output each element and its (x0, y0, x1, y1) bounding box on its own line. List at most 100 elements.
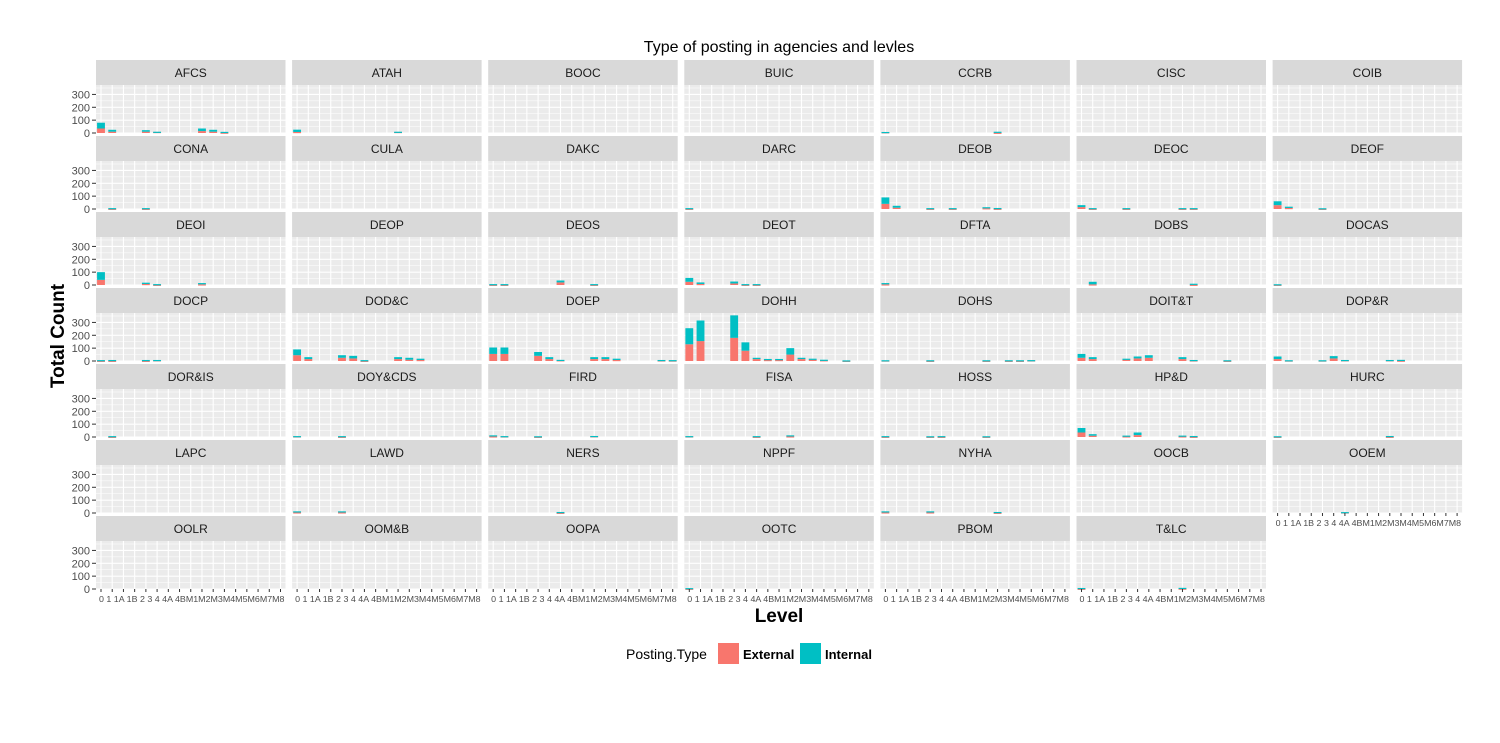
facet-label: DEOI (176, 218, 205, 232)
facet-strip (292, 288, 482, 313)
facet-label: DOCP (173, 294, 208, 308)
facet-strip (96, 516, 286, 541)
bar-external (892, 207, 901, 209)
bar-internal (198, 128, 206, 132)
facet-label: DFTA (960, 218, 990, 232)
facet-panel: DARC (684, 136, 874, 210)
bar-external (1144, 357, 1153, 361)
bar-internal (752, 357, 761, 360)
bar-external (685, 208, 694, 210)
facet-panel: DOBS (1076, 212, 1266, 286)
bar-internal (1088, 281, 1097, 285)
bar-external (97, 360, 105, 362)
bar-external (394, 359, 402, 361)
facet-panel: OOEM 0 1 1A 1B 2 3 4 4A 4BM1M2M3M4M5M6M7M… (1272, 440, 1463, 528)
bar-external (752, 436, 761, 438)
bar-external (1088, 435, 1097, 437)
bar-external (1077, 207, 1086, 209)
facet-label: DARC (762, 142, 796, 156)
bar-internal (534, 352, 543, 356)
x-axis-title: Level (755, 606, 804, 627)
bar-internal (1178, 587, 1187, 590)
bar-external (685, 281, 694, 285)
legend-label: Internal (825, 647, 872, 662)
bar-external (556, 282, 565, 285)
bar-internal (338, 436, 346, 438)
facet-panel: T&LC 0 1 1A 1B 2 3 4 4A 4BM1M2M3M4M5M6M7M… (1076, 516, 1266, 604)
y-tick-label: 200 (72, 406, 90, 418)
facet-label: PBOM (957, 522, 992, 536)
legend-title: Posting.Type (626, 646, 707, 662)
bar-internal (360, 360, 369, 362)
facet-label: CONA (173, 142, 208, 156)
bar-external (696, 341, 705, 361)
bar-internal (153, 284, 162, 286)
bar-internal (338, 355, 346, 358)
bar-external (993, 132, 1002, 134)
facet-panel: OOCB (1076, 440, 1266, 514)
facet-panel: BOOC (488, 60, 678, 134)
bar-internal (937, 436, 946, 438)
bar-internal (416, 358, 425, 360)
bar-external (97, 128, 105, 133)
bar-internal (696, 282, 705, 284)
facet-panel: DEOF (1272, 136, 1463, 210)
bar-internal (293, 436, 302, 438)
bar-external (1273, 359, 1282, 361)
bar-external (1122, 436, 1131, 438)
x-tick-labels: 0 1 1A 1B 2 3 4 4A 4BM1M2M3M4M5M6M7M8 (1276, 519, 1462, 528)
bar-internal (1318, 208, 1327, 210)
bar-internal (1273, 356, 1282, 360)
facet-panel: PBOM 0 1 1A 1B 2 3 4 4A 4BM1M2M3M4M5M6M7M… (880, 516, 1070, 604)
bar-internal (685, 328, 694, 345)
facet-strip (1076, 440, 1266, 465)
bar-external (500, 284, 509, 286)
facet-label: COIB (1353, 66, 1382, 80)
bar-internal (500, 347, 509, 354)
bar-internal (948, 208, 957, 210)
bar-internal (220, 131, 229, 134)
facet-label: DEOC (1154, 142, 1189, 156)
bar-internal (590, 284, 599, 286)
bar-external (590, 284, 599, 286)
facet-panel: NYHA (880, 440, 1070, 514)
bar-internal (1077, 205, 1086, 208)
y-tick-label: 100 (72, 191, 90, 203)
facet-strip (488, 288, 678, 313)
facet-strip (1076, 60, 1266, 85)
bar-internal (763, 358, 772, 361)
bar-internal (1144, 355, 1153, 358)
facet-panel: HURC (1272, 364, 1463, 438)
bar-internal (141, 359, 150, 362)
bar-internal (108, 208, 117, 210)
facet-panel: DEOS (488, 212, 678, 286)
facet-strip (96, 364, 286, 389)
bar-internal (993, 207, 1002, 210)
bar-external (1077, 357, 1086, 361)
x-tick-labels: 0 1 1A 1B 2 3 4 4A 4BM1M2M3M4M5M6M7M8 (99, 595, 285, 604)
facet-strip (292, 364, 482, 389)
bar-external (1189, 436, 1198, 438)
facet-label: DOEP (566, 294, 600, 308)
bar-internal (881, 360, 890, 362)
facet-strip (880, 440, 1070, 465)
bar-internal (808, 358, 817, 360)
bar-internal (394, 357, 402, 360)
y-tick-label: 0 (84, 128, 90, 140)
bar-external (763, 359, 772, 362)
bar-internal (657, 359, 666, 362)
bar-external (775, 359, 783, 362)
facet-panel: FIRD (488, 364, 678, 438)
bar-internal (982, 360, 991, 362)
bar-external (108, 131, 117, 133)
facet-label: DOP&R (1346, 294, 1389, 308)
bar-internal (141, 130, 150, 132)
bar-internal (881, 131, 890, 134)
y-tick-label: 100 (72, 419, 90, 431)
facet-label: OOPA (566, 522, 600, 536)
y-tick-label: 200 (72, 102, 90, 114)
bar-internal (1385, 435, 1394, 438)
bar-external (293, 355, 302, 361)
